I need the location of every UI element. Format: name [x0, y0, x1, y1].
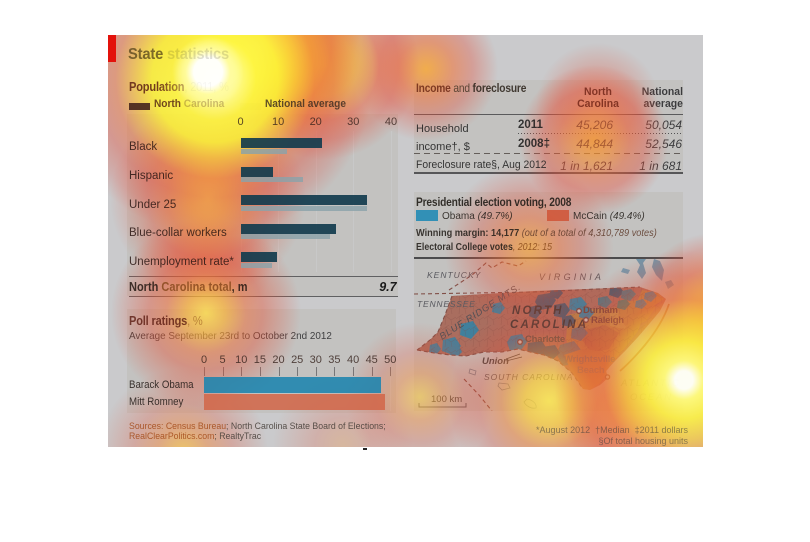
svg-text:Wrightsville: Wrightsville	[564, 354, 615, 365]
svg-text:Union: Union	[482, 356, 509, 367]
svg-text:CAROLINA: CAROLINA	[510, 319, 588, 331]
svg-text:SOUTH CAROLINA: SOUTH CAROLINA	[484, 372, 574, 382]
svg-text:TENNESSEE: TENNESSEE	[417, 299, 476, 309]
svg-text:Beach: Beach	[577, 365, 605, 376]
svg-text:Charlotte: Charlotte	[525, 334, 565, 345]
svg-text:OCEAN: OCEAN	[630, 392, 673, 403]
svg-text:Raleigh: Raleigh	[591, 315, 624, 326]
svg-text:ATLANTIC: ATLANTIC	[620, 378, 681, 389]
svg-text:100 km: 100 km	[431, 394, 462, 405]
svg-text:KENTUCKY: KENTUCKY	[427, 270, 482, 280]
svg-text:NORTH: NORTH	[512, 305, 564, 317]
svg-text:VIRGINIA: VIRGINIA	[539, 272, 604, 282]
